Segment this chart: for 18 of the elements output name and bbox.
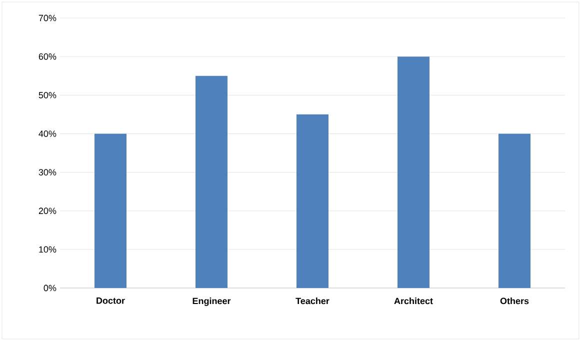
x-tick-label: Architect xyxy=(394,298,433,304)
y-tick-label: 10% xyxy=(39,246,56,253)
y-tick-label: 70% xyxy=(38,14,56,22)
y-tick-label: 20% xyxy=(38,208,56,214)
y-tick-label: 60% xyxy=(38,53,56,60)
bar xyxy=(94,134,126,288)
bar xyxy=(296,114,328,288)
y-tick-label: 50% xyxy=(38,92,56,98)
y-tick-label: 30% xyxy=(38,169,56,176)
x-tick-label: Doctor xyxy=(96,298,125,304)
bar xyxy=(398,56,430,288)
y-tick-label: 0% xyxy=(44,284,56,292)
y-tick-label: 40% xyxy=(38,130,56,137)
bar xyxy=(196,76,228,288)
x-tick-label: Engineer xyxy=(192,298,231,306)
bar xyxy=(498,134,530,288)
x-tick-label: Teacher xyxy=(296,298,330,304)
x-tick-label: Others xyxy=(500,298,529,304)
